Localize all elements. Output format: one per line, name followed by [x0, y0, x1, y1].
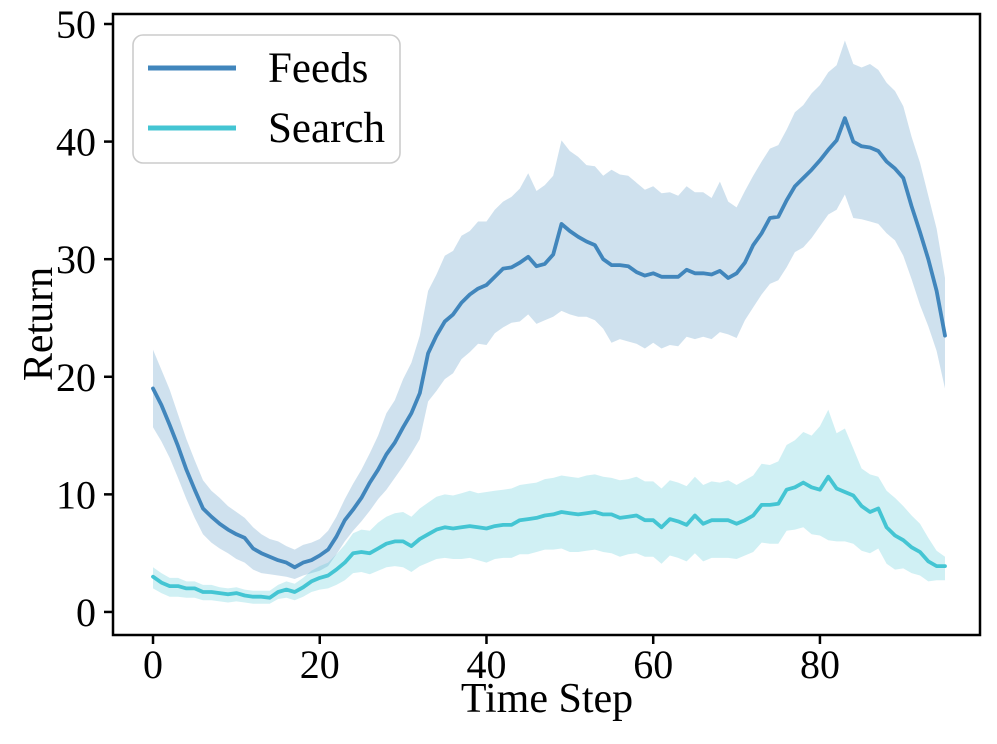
y-tick-label: 40: [56, 120, 96, 165]
legend: Feeds Search: [132, 34, 401, 164]
y-tick-label: 30: [56, 237, 96, 282]
x-axis-label: Time Step: [461, 676, 633, 722]
legend-label-search: Search: [268, 105, 385, 152]
search-line: [151, 474, 947, 600]
legend-label-feeds: Feeds: [268, 45, 368, 92]
x-tick-label: 60: [633, 642, 673, 687]
x-tick-label: 20: [300, 642, 340, 687]
feeds-confidence-band: [153, 40, 945, 579]
series-group: [151, 40, 947, 604]
search-confidence-band: [153, 409, 945, 604]
y-tick-label: 10: [56, 472, 96, 517]
y-tick-label: 50: [56, 2, 96, 47]
x-tick-label: 80: [800, 642, 840, 687]
y-axis-ticks: 0 10 20 30 40 50: [56, 2, 113, 635]
y-axis-label: Return: [16, 267, 62, 381]
x-tick-label: 40: [466, 642, 506, 687]
x-tick-label: 0: [143, 642, 163, 687]
y-tick-label: 20: [56, 355, 96, 400]
y-tick-label: 0: [76, 590, 96, 635]
x-axis-ticks: 0 20 40 60 80: [143, 635, 840, 687]
feeds-line: [151, 116, 947, 570]
plot-border: [111, 12, 982, 637]
